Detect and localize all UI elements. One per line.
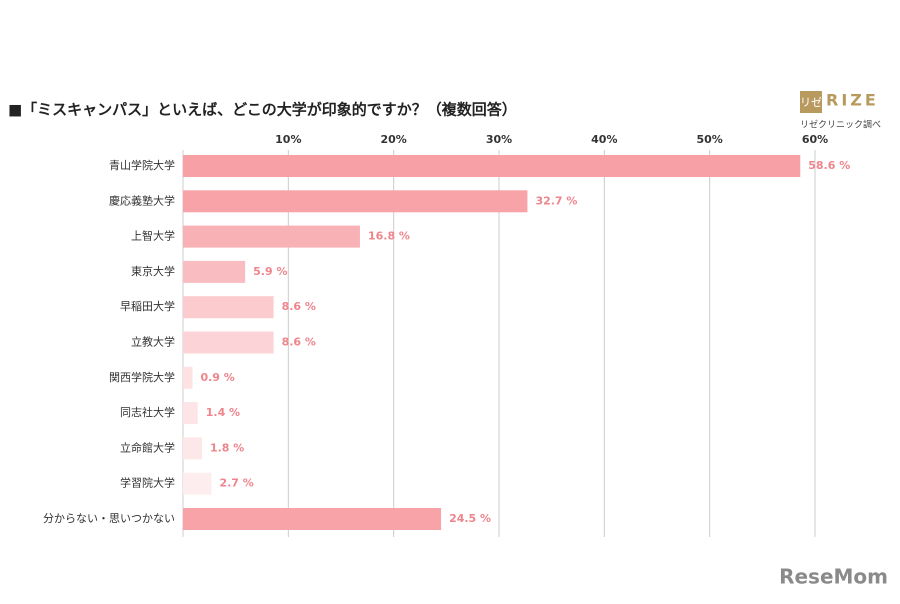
source: リゼクリニック調べ — [800, 119, 881, 131]
chart-title: ■「ミスキャンパス」といえば、どこの大学が印象的ですか？（複数回答） — [8, 101, 517, 119]
value-label: 1.4 % — [206, 406, 240, 419]
value-label: 5.9 % — [253, 265, 287, 278]
value-label: 2.7 % — [219, 477, 253, 490]
bar — [183, 190, 528, 213]
y-tick-label: 学習院大学 — [120, 476, 175, 490]
x-tick-label: 10% — [275, 133, 301, 146]
y-tick-label: 立教大学 — [131, 335, 175, 349]
y-tick-label: 立命館大学 — [120, 440, 175, 454]
y-tick-label: 上智大学 — [131, 229, 175, 243]
bar — [183, 296, 274, 319]
value-label: 24.5 % — [449, 512, 491, 525]
x-tick-label: 60% — [802, 133, 828, 146]
bar — [183, 472, 212, 495]
value-label: 16.8 % — [368, 230, 410, 243]
x-tick-label: 30% — [486, 133, 512, 146]
bar — [183, 155, 801, 177]
y-tick-label: 同志社大学 — [120, 405, 175, 419]
bar — [183, 260, 246, 283]
logo-box — [800, 91, 822, 113]
y-tick-label: 関西学院大学 — [109, 370, 175, 384]
value-label: 8.6 % — [282, 336, 316, 349]
value-label: 58.6 % — [808, 159, 850, 172]
logo-mark: リゼ — [800, 96, 822, 109]
bar — [183, 437, 202, 460]
y-tick-label: 青山学院大学 — [109, 158, 175, 172]
x-tick-label: 20% — [380, 133, 406, 146]
bar — [183, 402, 198, 425]
value-label: 1.8 % — [210, 441, 244, 454]
y-tick-label: 慶応義塾大学 — [109, 193, 175, 207]
value-label: 8.6 % — [282, 300, 316, 313]
value-label: 32.7 % — [535, 194, 577, 207]
bar — [183, 508, 442, 530]
bar — [183, 331, 274, 354]
y-tick-label: 東京大学 — [131, 264, 175, 278]
bar — [183, 366, 193, 389]
x-tick-label: 40% — [591, 133, 617, 146]
logo: RIZE — [826, 91, 879, 110]
bar — [183, 225, 360, 248]
y-tick-label: 早稲田大学 — [120, 299, 175, 313]
value-label: 0.9 % — [200, 371, 234, 384]
x-tick-label: 50% — [696, 133, 722, 146]
y-tick-label: 分からない・思いつかない — [43, 512, 175, 525]
watermark: ReseMom — [779, 565, 888, 589]
